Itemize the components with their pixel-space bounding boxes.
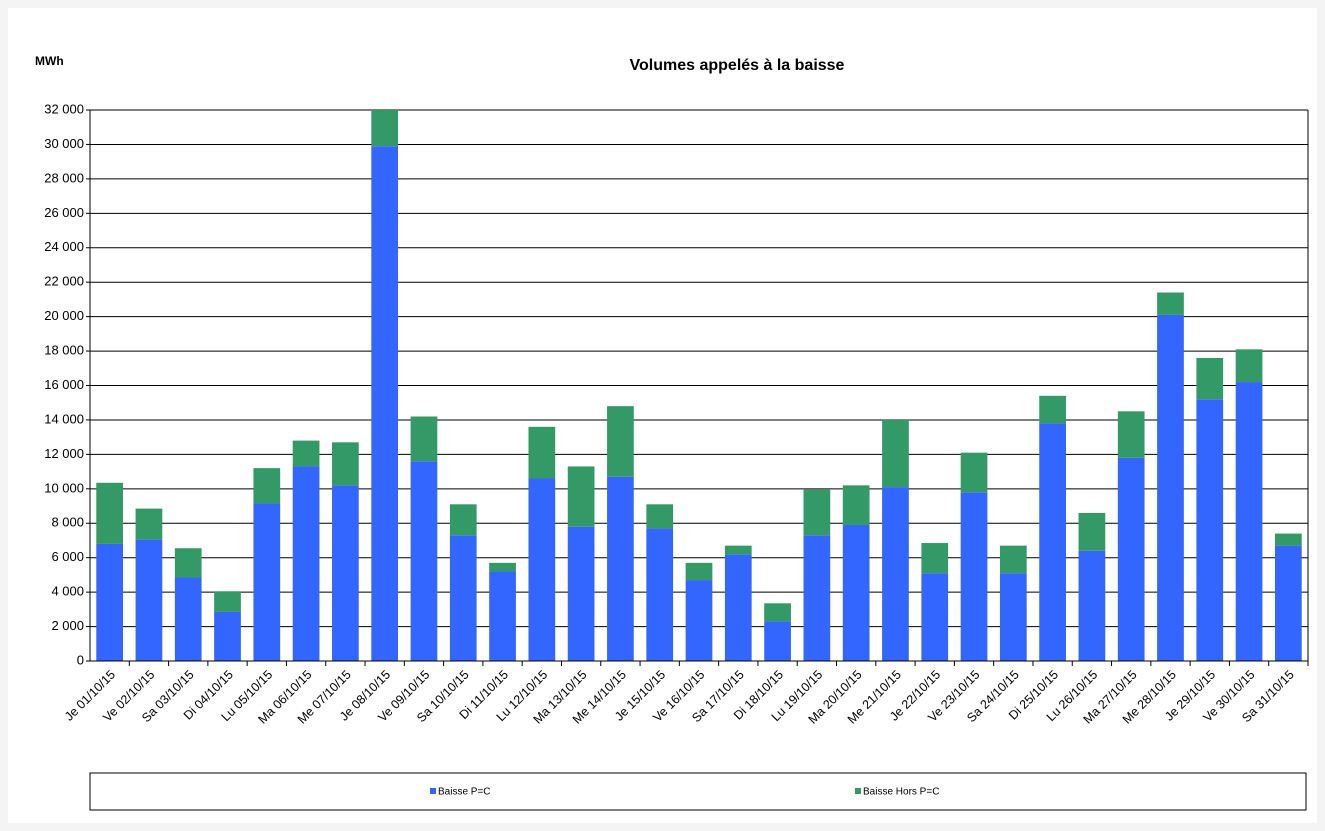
chart-background	[8, 8, 1317, 823]
bar-segment	[724, 554, 752, 661]
bar-segment	[371, 110, 399, 147]
legend-label: Baisse Hors P=C	[863, 787, 939, 798]
bar-segment	[567, 466, 595, 527]
bar-segment	[685, 562, 713, 581]
bar-segment	[921, 573, 949, 661]
bar-segment	[214, 591, 241, 612]
y-tick-label: 24 000	[44, 239, 84, 254]
y-tick-label: 20 000	[44, 308, 84, 323]
bar-segment	[135, 508, 163, 540]
y-tick-label: 22 000	[44, 274, 84, 289]
bar-segment	[1078, 512, 1106, 551]
bar-segment	[1235, 382, 1263, 661]
bar-segment	[174, 548, 202, 578]
bar-segment	[292, 466, 320, 661]
y-tick-label: 8 000	[51, 515, 84, 530]
bar-segment	[449, 504, 477, 536]
y-tick-label: 14 000	[44, 411, 84, 426]
bar-segment	[921, 543, 949, 574]
bar-segment	[1157, 314, 1184, 661]
bar-segment	[1117, 411, 1145, 458]
bar-segment	[607, 476, 634, 661]
bar-segment	[96, 482, 124, 544]
bar-segment	[96, 543, 124, 661]
bar-segment	[174, 577, 202, 661]
legend-swatch	[430, 788, 436, 794]
bar-segment	[332, 442, 359, 486]
bar-segment	[1039, 423, 1066, 661]
bar-segment	[1196, 357, 1224, 400]
y-tick-label: 18 000	[44, 343, 84, 358]
y-tick-label: 12 000	[44, 446, 84, 461]
y-tick-label: 26 000	[44, 205, 84, 220]
bar-segment	[214, 611, 241, 661]
bar-segment	[764, 621, 791, 661]
bar-segment	[292, 440, 320, 467]
bar-segment	[646, 504, 674, 529]
bar-segment	[882, 487, 909, 661]
bar-segment	[449, 535, 477, 661]
bar-segment	[882, 419, 909, 488]
y-axis-label: MWh	[35, 54, 64, 68]
bar-segment	[842, 524, 870, 661]
bar-segment	[135, 539, 163, 661]
y-tick-label: 0	[77, 652, 84, 667]
bar-segment	[646, 528, 674, 661]
bar-segment	[685, 580, 713, 661]
bar-segment	[1039, 395, 1066, 424]
y-tick-label: 2 000	[51, 618, 84, 633]
bar-segment	[489, 571, 516, 661]
bar-segment	[1078, 550, 1106, 661]
bar-segment	[1196, 399, 1224, 661]
bar-segment	[724, 545, 752, 555]
bar-segment	[1235, 349, 1263, 383]
bar-segment	[607, 406, 634, 477]
y-tick-label: 28 000	[44, 170, 84, 185]
bar-segment	[489, 562, 516, 572]
bar-segment	[528, 478, 556, 661]
legend-label: Baisse P=C	[438, 787, 491, 798]
bar-segment	[999, 573, 1027, 661]
y-tick-label: 4 000	[51, 584, 84, 599]
legend-box	[89, 772, 1307, 811]
bar-segment	[1157, 292, 1184, 315]
bar-segment	[332, 485, 359, 661]
bar-segment	[803, 535, 831, 661]
bar-segment	[253, 468, 281, 504]
chart-title: Volumes appelés à la baisse	[630, 57, 845, 74]
bar-segment	[371, 146, 399, 662]
y-tick-label: 16 000	[44, 377, 84, 392]
bar-segment	[253, 503, 281, 661]
bar-segment	[567, 526, 595, 661]
y-tick-label: 32 000	[44, 101, 84, 116]
bar-segment	[764, 603, 791, 622]
bar-segment	[1274, 533, 1302, 546]
bar-segment	[960, 492, 988, 661]
bar-segment	[1117, 457, 1145, 661]
bar-segment	[410, 461, 438, 661]
bar-segment	[842, 485, 870, 525]
bar-segment	[528, 426, 556, 479]
bar-segment	[960, 452, 988, 493]
legend-swatch	[855, 788, 861, 794]
y-tick-label: 30 000	[44, 136, 84, 151]
bar-segment	[410, 416, 438, 462]
y-tick-label: 10 000	[44, 480, 84, 495]
y-tick-label: 6 000	[51, 549, 84, 564]
bar-segment	[803, 489, 831, 536]
bar-segment	[999, 545, 1027, 574]
bar-segment	[1274, 545, 1302, 661]
